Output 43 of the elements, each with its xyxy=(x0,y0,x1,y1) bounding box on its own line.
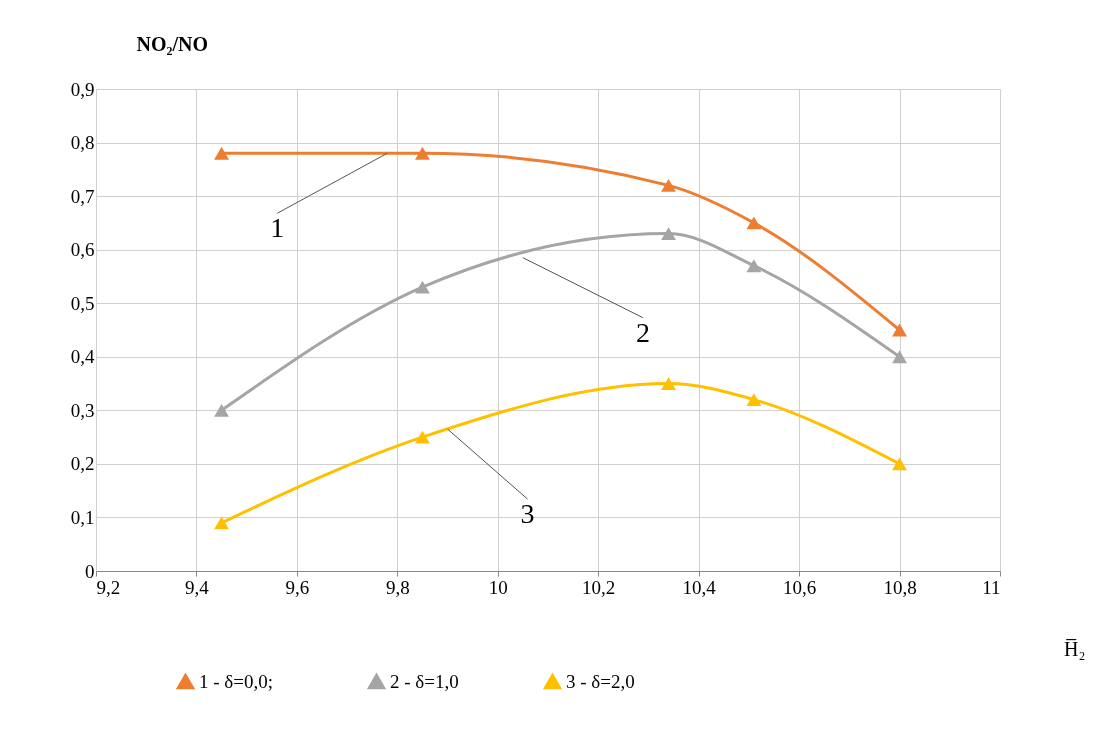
y-tick-label: 0,1 xyxy=(70,506,95,528)
x-tick-label: 10 xyxy=(488,576,508,598)
y-tick-label: 0 xyxy=(85,560,95,582)
x-tick-label: 9,6 xyxy=(285,576,310,598)
point xyxy=(214,403,229,417)
annotation: 1 xyxy=(270,212,285,244)
annotation: 2 xyxy=(635,316,650,348)
y-tick-label: 0,7 xyxy=(70,185,95,207)
x-tick-label: 10,8 xyxy=(883,576,917,598)
point xyxy=(746,393,762,407)
point xyxy=(892,350,907,364)
x-tick-label: 9,2 xyxy=(96,576,121,598)
point xyxy=(214,516,229,530)
y-tick-label: 0,9 xyxy=(70,78,95,100)
x-tick-label: 9,8 xyxy=(385,576,410,598)
point xyxy=(415,146,430,160)
legend-label: 2 - δ=1,0 xyxy=(390,670,459,692)
point xyxy=(214,146,229,160)
x-tick-label: 10,2 xyxy=(582,576,616,598)
y-tick-label: 0,5 xyxy=(70,292,95,314)
point xyxy=(892,457,907,471)
y-tick-label: 0,2 xyxy=(70,453,95,475)
annotation: 3 xyxy=(520,498,535,530)
point xyxy=(415,430,430,444)
point xyxy=(746,216,762,230)
x-axis-title: H̅₂ xyxy=(1064,637,1086,660)
x-tick-label: 10,6 xyxy=(782,576,817,598)
point xyxy=(661,227,676,241)
y-axis-title: NO₂/NO xyxy=(136,32,209,55)
point xyxy=(661,178,676,192)
legend-label: 1 - δ=0,0; xyxy=(199,670,274,692)
legend-label: 3 - δ=2,0 xyxy=(566,670,635,692)
point xyxy=(746,259,762,273)
point xyxy=(415,280,430,294)
y-tick-label: 0,4 xyxy=(70,346,95,368)
y-tick-label: 0,3 xyxy=(70,399,95,421)
y-tick-label: 0,8 xyxy=(70,132,95,154)
y-tick-label: 0,6 xyxy=(70,239,95,261)
point xyxy=(661,377,676,390)
x-tick-label: 9,4 xyxy=(185,576,210,598)
point xyxy=(892,323,907,337)
x-tick-label: 11 xyxy=(982,576,1001,598)
x-tick-label: 10,4 xyxy=(682,576,717,598)
